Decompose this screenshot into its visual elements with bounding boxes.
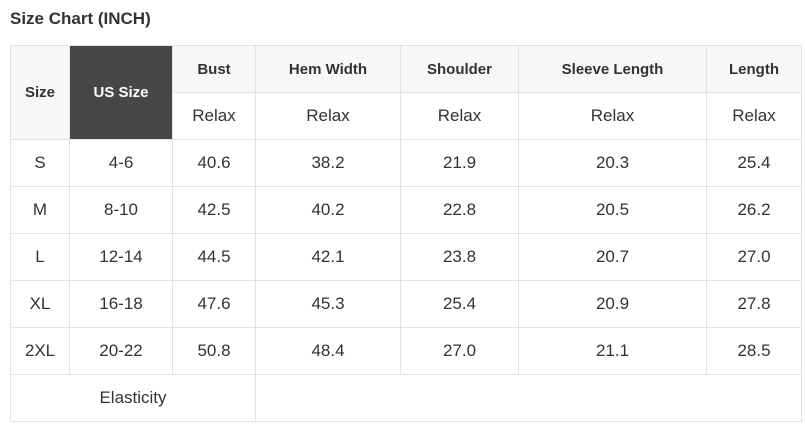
cell-length: 27.8 (706, 280, 802, 328)
cell-sleeve-length: 20.7 (518, 233, 707, 281)
header-shoulder: Shoulder (400, 45, 519, 93)
cell-hem-width: 48.4 (255, 327, 401, 375)
cell-us-size: 16-18 (69, 280, 173, 328)
cell-size: XL (10, 280, 70, 328)
cell-hem-width: 45.3 (255, 280, 401, 328)
cell-bust: 50.8 (172, 327, 256, 375)
header-size: Size (10, 45, 70, 140)
header-sleeve-length: Sleeve Length (518, 45, 707, 93)
cell-bust: 42.5 (172, 186, 256, 234)
cell-us-size: 8-10 (69, 186, 173, 234)
elasticity-value (255, 374, 802, 422)
cell-length: 27.0 (706, 233, 802, 281)
cell-size: L (10, 233, 70, 281)
table-row: L 12-14 44.5 42.1 23.8 20.7 27.0 (10, 233, 802, 281)
cell-size: M (10, 186, 70, 234)
fit-hem-width: Relax (255, 92, 401, 140)
cell-shoulder: 21.9 (400, 139, 519, 187)
cell-hem-width: 40.2 (255, 186, 401, 234)
cell-shoulder: 23.8 (400, 233, 519, 281)
cell-sleeve-length: 20.9 (518, 280, 707, 328)
cell-length: 25.4 (706, 139, 802, 187)
cell-us-size: 20-22 (69, 327, 173, 375)
cell-shoulder: 22.8 (400, 186, 519, 234)
cell-sleeve-length: 21.1 (518, 327, 707, 375)
cell-size: S (10, 139, 70, 187)
cell-bust: 47.6 (172, 280, 256, 328)
elasticity-label: Elasticity (10, 374, 256, 422)
size-chart-table: Size US Size Bust Hem Width Shoulder Sle… (10, 45, 802, 422)
cell-length: 26.2 (706, 186, 802, 234)
header-length: Length (706, 45, 802, 93)
cell-bust: 44.5 (172, 233, 256, 281)
fit-bust: Relax (172, 92, 256, 140)
fit-shoulder: Relax (400, 92, 519, 140)
cell-hem-width: 38.2 (255, 139, 401, 187)
page-title: Size Chart (INCH) (10, 9, 151, 28)
header-hem-width: Hem Width (255, 45, 401, 93)
fit-length: Relax (706, 92, 802, 140)
cell-bust: 40.6 (172, 139, 256, 187)
cell-shoulder: 27.0 (400, 327, 519, 375)
cell-shoulder: 25.4 (400, 280, 519, 328)
header-bust: Bust (172, 45, 256, 93)
table-row: XL 16-18 47.6 45.3 25.4 20.9 27.8 (10, 280, 802, 328)
fit-sleeve-length: Relax (518, 92, 707, 140)
cell-us-size: 4-6 (69, 139, 173, 187)
cell-us-size: 12-14 (69, 233, 173, 281)
cell-length: 28.5 (706, 327, 802, 375)
table-row: S 4-6 40.6 38.2 21.9 20.3 25.4 (10, 139, 802, 187)
table-row: M 8-10 42.5 40.2 22.8 20.5 26.2 (10, 186, 802, 234)
cell-sleeve-length: 20.3 (518, 139, 707, 187)
cell-size: 2XL (10, 327, 70, 375)
header-us-size: US Size (69, 45, 173, 140)
table-row: 2XL 20-22 50.8 48.4 27.0 21.1 28.5 (10, 327, 802, 375)
cell-hem-width: 42.1 (255, 233, 401, 281)
cell-sleeve-length: 20.5 (518, 186, 707, 234)
